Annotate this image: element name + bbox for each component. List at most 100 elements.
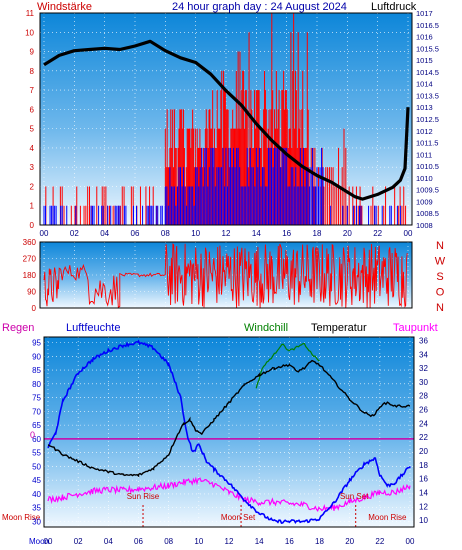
x-tick-label: 22 — [373, 229, 382, 238]
temp-series — [44, 339, 414, 524]
x-tick-label: 10 — [191, 229, 200, 238]
wind-tick-label: 11 — [26, 9, 35, 18]
humidity-tick-label: 45 — [32, 476, 41, 485]
wind-tick-label: 4 — [30, 144, 35, 153]
humidity-tick-label: 55 — [32, 449, 41, 458]
x-tick-label: 02 — [70, 229, 79, 238]
temperature-tick-label: 30 — [419, 378, 428, 387]
temperature-tick-label: 24 — [419, 419, 428, 428]
temperature-tick-label: 16 — [419, 475, 428, 484]
pressure-tick-label: 1010.5 — [416, 162, 439, 171]
wind-tick-label: 0 — [30, 221, 35, 230]
compass-label: O — [436, 287, 445, 299]
pressure-tick-label: 1015.5 — [416, 44, 439, 53]
pressure-tick-label: 1016.5 — [416, 21, 439, 30]
x-tick-label: 22 — [375, 537, 384, 546]
x-tick-label: 20 — [343, 229, 352, 238]
x-tick-label: 04 — [100, 229, 109, 238]
rain-zero-label: 0 — [30, 430, 35, 440]
sun-rise-label: Sun Rise — [127, 492, 160, 501]
direction-tick-label: 180 — [23, 271, 37, 280]
wind-tick-label: 6 — [30, 105, 35, 114]
humidity-tick-label: 65 — [32, 421, 41, 430]
wind-y-ticks: 0 1 2 3 4 5 6 7 8 9 10 11 — [25, 9, 34, 230]
pressure-tick-label: 1013.5 — [416, 91, 439, 100]
pressure-tick-label: 1009.5 — [416, 186, 439, 195]
wind-tick-label: 8 — [30, 67, 35, 76]
moon-rise-right-label: Moon Rise — [368, 513, 407, 522]
astro-annotations: Moon Rise Sun Rise Moon Set Sun Set Moon Ris… — [2, 492, 407, 546]
temperature-tick-label: 12 — [419, 502, 428, 511]
humidity-tick-label: 40 — [32, 490, 41, 499]
moon-bottom-label: Moon — [29, 537, 49, 546]
humidity-tick-label: 85 — [32, 366, 41, 375]
wind-tick-label: 7 — [30, 86, 35, 95]
wind-tick-label: 1 — [30, 202, 35, 211]
legend-taupunkt: Taupunkt — [393, 322, 438, 334]
temperature-tick-label: 36 — [419, 336, 428, 345]
pressure-tick-label: 1014.5 — [416, 68, 439, 77]
temperature-tick-label: 28 — [419, 392, 428, 401]
pressure-tick-label: 1016 — [416, 33, 433, 42]
compass-label: S — [436, 271, 443, 283]
direction-y-ticks: 0 90 180 270 360 — [23, 238, 37, 313]
temperature-y-ticks: 10 12 14 16 18 20 22 24 26 28 30 32 34 36 — [419, 336, 428, 525]
moon-set-label: Moon Set — [221, 513, 256, 522]
temperature-tick-label: 26 — [419, 406, 428, 415]
humidity-line — [47, 339, 411, 524]
temperature-tick-label: 20 — [419, 447, 428, 456]
x-tick-label: 06 — [131, 229, 140, 238]
x-tick-label: 08 — [161, 229, 170, 238]
direction-tick-label: 90 — [27, 288, 36, 297]
direction-tick-label: 270 — [23, 255, 37, 264]
gust-series — [43, 147, 401, 225]
humidity-tick-label: 75 — [32, 394, 41, 403]
x-tick-label: 12 — [225, 537, 234, 546]
x-tick-label: 18 — [313, 229, 322, 238]
windchill-line — [255, 342, 320, 389]
wind-x-ticks: 00 02 04 06 08 10 12 14 16 18 20 22 00 — [40, 229, 413, 238]
humidity-tick-label: 70 — [32, 407, 41, 416]
x-tick-label: 18 — [315, 537, 324, 546]
x-tick-label: 02 — [74, 537, 83, 546]
direction-tick-label: 360 — [23, 238, 37, 247]
pressure-y-ticks: 1008 1008.5 1009 1009.5 1010 1010.5 1011 1011.5… — [416, 9, 439, 230]
pressure-series — [43, 39, 410, 201]
wind-tick-label: 5 — [30, 125, 35, 134]
pressure-line — [43, 39, 410, 201]
pressure-tick-label: 1011.5 — [416, 139, 438, 148]
humidity-tick-label: 60 — [32, 435, 41, 444]
compass-label: N — [436, 240, 444, 252]
pressure-tick-label: 1011 — [416, 150, 432, 159]
humidity-tick-label: 95 — [32, 339, 41, 348]
x-tick-label: 00 — [404, 229, 413, 238]
direction-panel-border — [39, 241, 413, 309]
pressure-tick-label: 1012.5 — [416, 115, 439, 124]
legend-windchill: Windchill — [244, 322, 288, 334]
wind-tick-label: 9 — [30, 48, 35, 57]
temperature-line — [47, 359, 411, 478]
direction-series — [43, 243, 408, 309]
pressure-tick-label: 1010 — [416, 174, 433, 183]
x-tick-label: 14 — [255, 537, 264, 546]
wind-tick-label: 3 — [30, 163, 35, 172]
x-tick-label: 16 — [285, 537, 294, 546]
x-tick-label: 10 — [194, 537, 203, 546]
x-tick-label: 00 — [40, 229, 49, 238]
humidity-y-ticks: 30 35 40 45 50 55 60 65 70 75 80 85 90 95 — [32, 339, 41, 527]
direction-tick-label: 0 — [32, 304, 37, 313]
wind-tick-label: 2 — [30, 182, 35, 191]
temperature-tick-label: 32 — [419, 364, 428, 373]
pressure-tick-label: 1015 — [416, 56, 433, 65]
pressure-tick-label: 1017 — [416, 9, 433, 18]
humidity-tick-label: 30 — [32, 517, 41, 526]
x-tick-label: 00 — [44, 537, 53, 546]
temperature-tick-label: 18 — [419, 461, 428, 470]
header-title: 24 hour graph day : 24 August 2024 — [172, 1, 347, 13]
pressure-tick-label: 1008.5 — [416, 209, 439, 218]
pressure-tick-label: 1008 — [416, 221, 433, 230]
humidity-tick-label: 35 — [32, 504, 41, 513]
legend-regen: Regen — [2, 322, 34, 334]
direction-line — [43, 243, 408, 309]
